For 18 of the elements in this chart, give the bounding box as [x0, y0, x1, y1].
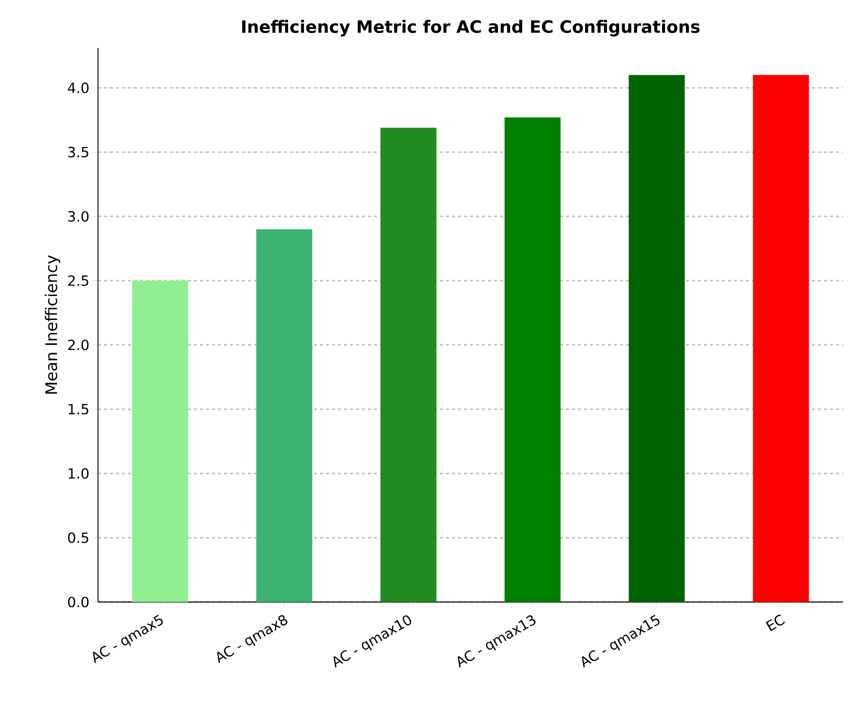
- bar: [504, 117, 561, 602]
- y-tick-label: 4.0: [68, 82, 89, 94]
- bar: [752, 74, 809, 602]
- y-tick-label: 0.0: [68, 596, 89, 608]
- y-axis-title: Mean Inefficiency: [44, 255, 60, 394]
- y-tick-label: 2.5: [68, 275, 88, 286]
- y-tick-label: 1.0: [68, 468, 89, 479]
- bar: [628, 74, 685, 602]
- y-tick-label: 1.5: [68, 404, 88, 414]
- y-tick-label: 3.5: [68, 146, 88, 158]
- bar: [380, 128, 436, 602]
- y-tick-label: 3.0: [68, 211, 89, 222]
- bar: [256, 229, 312, 602]
- y-tick-label: 2.0: [68, 340, 89, 350]
- bar: [132, 280, 188, 602]
- y-tick-label: 0.5: [68, 532, 88, 544]
- chart-title: Inefficiency Metric for AC and EC Configurations: [242, 20, 700, 36]
- x-tick-label: EC: [766, 614, 785, 632]
